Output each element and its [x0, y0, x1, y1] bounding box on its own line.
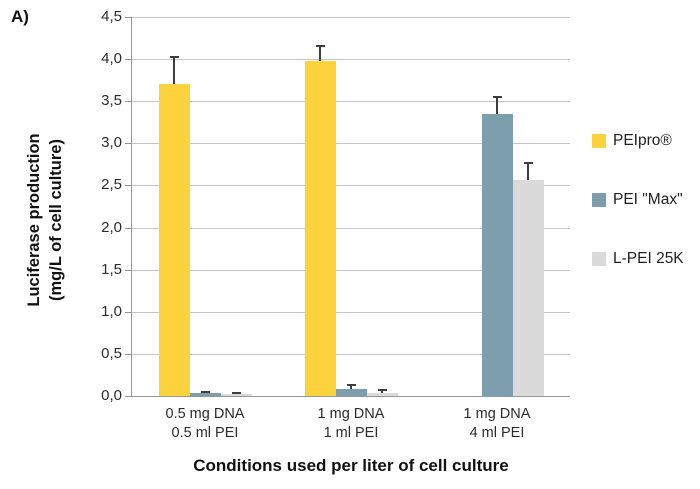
- gridline: [132, 101, 570, 103]
- y-axis-tick: [125, 185, 132, 187]
- legend-item: PEI "Max": [592, 191, 684, 209]
- x-tick-label-line: 0.5 mg DNA: [165, 406, 245, 422]
- y-tick-label: 2,0: [101, 218, 122, 236]
- gridline: [132, 269, 570, 271]
- y-tick-label: 1,0: [101, 302, 122, 320]
- y-axis-tick: [125, 353, 132, 355]
- gridline: [132, 17, 570, 18]
- x-tick-label: 1 mg DNA 4 ml PEI: [424, 405, 570, 443]
- y-axis-title: Luciferase production (mg/L of cell cult…: [23, 30, 71, 410]
- legend-swatch-icon: [592, 193, 606, 207]
- x-tick-label: 1 mg DNA 1 ml PEI: [278, 405, 424, 443]
- error-bar-whisker: [350, 385, 352, 390]
- y-axis-line: [131, 17, 132, 396]
- y-axis-tick: [125, 269, 132, 271]
- legend-label: PEIpro®: [613, 132, 672, 149]
- gridline: [132, 185, 570, 187]
- bar: [366, 392, 398, 396]
- y-axis-tick: [125, 143, 132, 145]
- error-bar-cap: [346, 384, 356, 387]
- error-bar-cap: [315, 44, 325, 47]
- y-axis-tick: [125, 311, 132, 313]
- y-tick-label: 1,5: [101, 260, 122, 278]
- x-axis-title: Conditions used per liter of cell cultur…: [193, 456, 509, 475]
- legend-label: PEI "Max": [613, 191, 683, 208]
- legend-label: L-PEI 25K: [613, 250, 684, 267]
- y-axis-tick: [125, 396, 132, 397]
- y-tick-label: 4,5: [101, 8, 122, 25]
- y-tick-label: 3,0: [101, 134, 122, 152]
- y-axis-tick: [125, 227, 132, 229]
- y-tick-label: 2,5: [101, 176, 122, 194]
- y-axis-title-line2: (mg/L of cell culture): [47, 139, 65, 301]
- bar: [304, 60, 336, 396]
- error-bar-cap: [200, 390, 210, 393]
- bar: [220, 394, 252, 396]
- y-axis-title-line1: Luciferase production: [25, 133, 43, 307]
- bar: [335, 389, 367, 396]
- x-tick-label: 0.5 mg DNA 0.5 ml PEI: [132, 405, 278, 443]
- bar: [481, 113, 513, 396]
- error-bar-cap: [523, 161, 533, 164]
- x-tick-label-line: 1 mg DNA: [463, 406, 531, 422]
- error-bar-cap: [492, 96, 502, 98]
- y-tick-label: 0,5: [101, 344, 122, 362]
- y-axis-tick: [125, 59, 132, 61]
- bar: [189, 393, 221, 396]
- error-bar-whisker: [173, 56, 175, 84]
- bar: [512, 179, 544, 396]
- y-tick-label: 3,5: [101, 92, 122, 110]
- error-bar-cap: [377, 389, 387, 392]
- legend-item: L-PEI 25K: [592, 250, 684, 268]
- error-bar-cap: [169, 55, 179, 58]
- legend-swatch-icon: [592, 252, 606, 266]
- bar: [158, 83, 190, 396]
- error-bar-whisker: [381, 390, 383, 393]
- error-bar-whisker: [319, 45, 321, 61]
- error-bar-whisker: [527, 162, 529, 180]
- gridline: [132, 311, 570, 313]
- gridline: [132, 227, 570, 229]
- x-tick-label-line: 0.5 ml PEI: [171, 425, 239, 441]
- gridline: [132, 59, 570, 61]
- legend-item: PEIpro®: [592, 132, 684, 150]
- legend: PEIpro® PEI "Max" L-PEI 25K: [592, 132, 684, 268]
- x-tick-label-line: 1 mg DNA: [317, 406, 385, 422]
- y-tick-label: 0,0: [101, 387, 122, 404]
- gridline: [132, 143, 570, 145]
- y-axis-tick: [125, 101, 132, 103]
- legend-swatch-icon: [592, 134, 606, 148]
- y-axis-tick: [125, 17, 132, 18]
- x-axis-line: [132, 396, 570, 397]
- panel-label: A): [11, 7, 29, 26]
- gridline: [132, 353, 570, 355]
- x-tick-label-line: 1 ml PEI: [323, 425, 379, 441]
- error-bar-whisker: [496, 97, 498, 114]
- x-tick-label-line: 4 ml PEI: [469, 425, 525, 441]
- y-tick-label: 4,0: [101, 50, 122, 68]
- error-bar-cap: [231, 391, 241, 394]
